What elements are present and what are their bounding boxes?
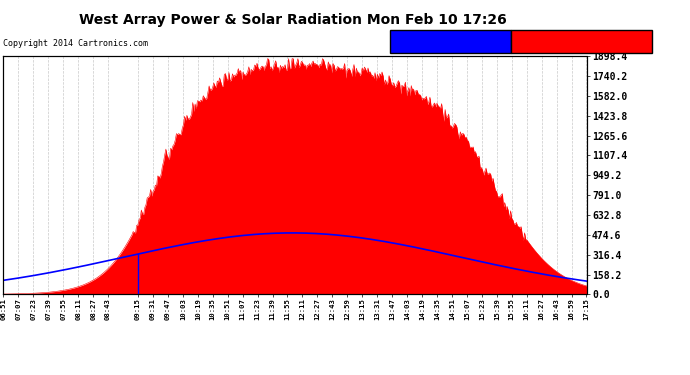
Text: West Array (DC Watts): West Array (DC Watts): [525, 37, 638, 46]
Text: West Array Power & Solar Radiation Mon Feb 10 17:26: West Array Power & Solar Radiation Mon F…: [79, 13, 507, 27]
Text: Radiation (w/m2): Radiation (w/m2): [407, 37, 493, 46]
Text: Copyright 2014 Cartronics.com: Copyright 2014 Cartronics.com: [3, 39, 148, 48]
